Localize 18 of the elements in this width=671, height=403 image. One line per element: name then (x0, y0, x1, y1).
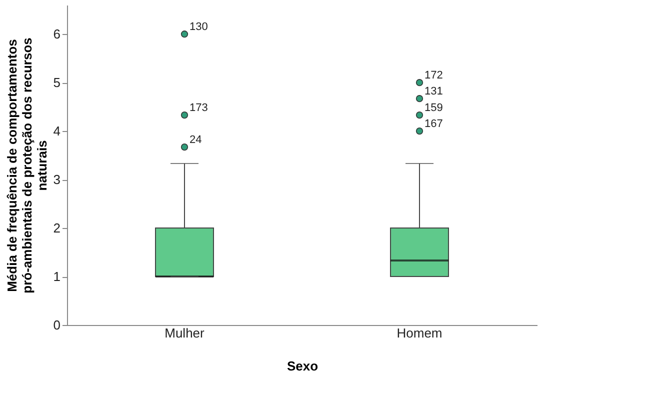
y-tick-label: 3 (53, 172, 60, 188)
x-tick-label: Homem (396, 326, 442, 340)
x-axis-title: Sexo (286, 358, 318, 374)
y-tick-label: 6 (53, 26, 60, 42)
annotation: 130 (190, 21, 208, 34)
y-tick-label: 1 (53, 269, 60, 284)
annotation: 173 (190, 102, 208, 114)
annotation: 24 (190, 134, 202, 146)
y-tick-label: 2 (53, 220, 60, 236)
y-axis-title: Média de frequência de comportamentos pró-ambientais de proteção dos recursos naturais (4, 38, 50, 294)
annotation: 159 (424, 102, 443, 114)
annotation: 131 (424, 86, 443, 98)
x-tick-label: Mulher (164, 326, 206, 340)
y-tick-label: 0 (53, 318, 60, 332)
annotation: 167 (424, 118, 443, 130)
y-tick-label: 4 (53, 124, 60, 139)
y-tick-label: 5 (53, 75, 60, 90)
annotation: 172 (424, 70, 443, 82)
